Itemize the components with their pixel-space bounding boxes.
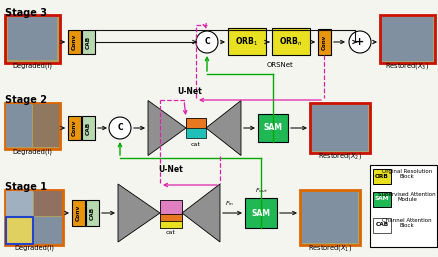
Text: U-Net: U-Net — [158, 164, 183, 173]
Bar — [68, 116, 81, 140]
Text: Conv: Conv — [71, 120, 76, 136]
Bar — [227, 28, 265, 55]
Bar — [272, 28, 309, 55]
Bar — [309, 103, 369, 153]
Bar — [299, 190, 359, 245]
Bar — [311, 105, 367, 151]
Polygon shape — [205, 100, 240, 155]
Text: CAB: CAB — [85, 35, 90, 49]
Bar — [6, 104, 32, 147]
Text: Conv: Conv — [71, 34, 76, 50]
Text: ORB$_n$: ORB$_n$ — [279, 36, 302, 48]
Text: SAM: SAM — [251, 208, 270, 217]
Circle shape — [348, 31, 370, 53]
Bar — [372, 169, 390, 184]
Bar — [258, 114, 287, 142]
Text: Stage 2: Stage 2 — [5, 95, 47, 105]
Polygon shape — [148, 100, 186, 155]
Bar — [301, 192, 357, 243]
Bar — [5, 190, 63, 245]
Text: Conv: Conv — [321, 34, 326, 50]
Text: Orginal Resolution
Block: Orginal Resolution Block — [381, 169, 431, 179]
Bar — [68, 30, 81, 54]
Bar — [82, 116, 95, 140]
Text: $F_{in}$: $F_{in}$ — [225, 199, 234, 208]
Bar — [317, 29, 330, 55]
Bar — [159, 221, 182, 228]
Polygon shape — [182, 184, 219, 242]
Bar — [159, 214, 182, 221]
Text: cat: cat — [166, 231, 176, 235]
Bar — [6, 191, 33, 216]
Text: U-Net: U-Net — [177, 87, 202, 96]
Text: CAB: CAB — [89, 206, 94, 219]
Text: SAM: SAM — [263, 124, 282, 133]
Bar — [159, 200, 182, 228]
Text: ORSNet: ORSNet — [266, 62, 293, 68]
Bar — [86, 200, 99, 226]
Bar — [5, 103, 60, 149]
Bar — [8, 17, 57, 60]
Bar — [82, 30, 95, 54]
Bar — [5, 15, 60, 63]
Text: cat: cat — [191, 142, 201, 146]
Bar — [159, 200, 182, 214]
Text: Degraded(I): Degraded(I) — [14, 245, 54, 251]
Circle shape — [109, 117, 131, 139]
Bar — [369, 165, 436, 247]
Text: SAM: SAM — [374, 197, 389, 201]
Text: ORB: ORB — [374, 173, 388, 179]
Text: ORB$_1$: ORB$_1$ — [235, 36, 258, 48]
Bar — [34, 217, 62, 244]
Text: Stage 1: Stage 1 — [5, 182, 47, 192]
Bar — [244, 198, 276, 228]
Bar — [6, 217, 33, 244]
Text: Degraded(I): Degraded(I) — [12, 63, 52, 69]
Text: Supervised Attention
Module: Supervised Attention Module — [377, 192, 435, 203]
Text: Channel Attention
Block: Channel Attention Block — [381, 218, 431, 228]
Text: Conv: Conv — [75, 205, 80, 221]
Circle shape — [195, 31, 218, 53]
Polygon shape — [118, 184, 159, 242]
Text: Restored($X_2$): Restored($X_2$) — [317, 151, 361, 161]
Bar — [186, 118, 205, 128]
Bar — [72, 200, 85, 226]
Bar — [34, 191, 62, 216]
Text: Restored($X_1$): Restored($X_1$) — [307, 243, 351, 253]
Bar — [372, 192, 390, 207]
Text: Stage 3: Stage 3 — [5, 8, 47, 18]
Text: $F_{out}$: $F_{out}$ — [254, 187, 267, 196]
Text: C: C — [117, 124, 123, 133]
Text: +: + — [355, 37, 364, 47]
Bar — [186, 118, 205, 138]
Text: Degraded(I): Degraded(I) — [12, 149, 52, 155]
Bar — [379, 15, 434, 63]
Text: CAB: CAB — [374, 223, 388, 227]
Bar — [381, 17, 432, 61]
Text: C: C — [204, 38, 209, 47]
Bar — [372, 218, 390, 233]
Text: Restored($X_3$): Restored($X_3$) — [384, 61, 428, 71]
Bar — [33, 104, 59, 147]
Text: CAB: CAB — [85, 122, 90, 135]
